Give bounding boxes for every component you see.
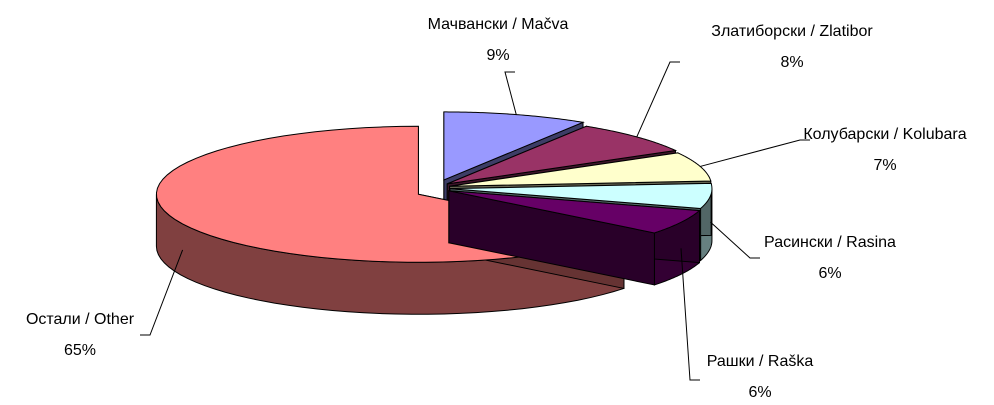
category-label: Остали / Other: [26, 311, 135, 328]
value-label: 8%: [780, 54, 803, 71]
slice: [449, 182, 713, 209]
value-label: 6%: [818, 265, 841, 282]
category-label: Расински / Rasina: [764, 234, 896, 251]
leader-line: [504, 71, 517, 115]
value-label: 7%: [873, 157, 896, 174]
leader-line: [710, 221, 760, 259]
leader-line: [680, 248, 700, 381]
value-label: 6%: [748, 384, 771, 401]
category-label: Мачвански / Mačva: [428, 16, 569, 33]
leader-line: [700, 139, 810, 167]
value-label: 65%: [64, 342, 96, 359]
category-label: Колубарски / Kolubara: [803, 126, 966, 143]
slice: [448, 190, 701, 234]
slice: [447, 125, 678, 185]
leader-line: [140, 249, 184, 336]
leader-line: [636, 61, 680, 138]
category-label: Рашки / Raška: [707, 353, 814, 370]
value-label: 9%: [486, 47, 509, 64]
category-label: Златиборски / Zlatibor: [711, 23, 873, 40]
